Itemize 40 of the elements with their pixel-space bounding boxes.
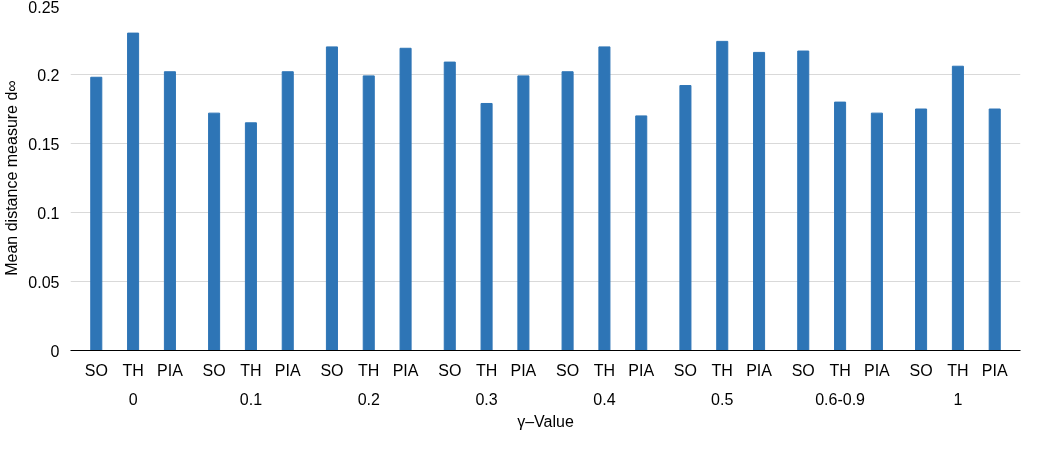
x-tick-label: SO — [438, 361, 462, 379]
text: 0.2 — [357, 390, 380, 408]
x-tick-label: SO — [84, 361, 108, 379]
x-tick-label: SO — [791, 361, 815, 379]
x-tick-label: TH — [829, 361, 851, 379]
x-tick-label: TH — [475, 361, 498, 379]
x-tick-label: PIA — [628, 361, 655, 379]
x-tick-label: PIA — [274, 361, 301, 379]
x-tick-label: TH — [593, 361, 616, 379]
x-tick-label: PIA — [510, 361, 537, 379]
x-tick-label: SO — [202, 361, 226, 379]
text: 0.5 — [711, 390, 734, 408]
x-tick-label: SO — [673, 361, 697, 379]
x-tick-label: TH — [711, 361, 733, 379]
y-tick-label: 0.2 — [37, 66, 60, 84]
x-tick-label: SO — [909, 361, 933, 379]
text: 0.3 — [475, 390, 498, 408]
y-tick-label: 0.25 — [28, 0, 60, 16]
text: 0 — [128, 390, 138, 408]
y-tick-label: 0 — [50, 342, 60, 360]
x-tick-label: PIA — [157, 361, 184, 379]
x-tick-label: PIA — [746, 361, 773, 379]
y-tick-label: 0.1 — [37, 204, 60, 222]
x-axis-title: γ–Value — [517, 412, 574, 430]
x-tick-label: PIA — [392, 361, 419, 379]
x-tick-label: TH — [947, 361, 969, 379]
y-tick-label: 0.05 — [28, 273, 60, 291]
x-tick-label: TH — [122, 361, 144, 379]
y-axis-title: Mean distance measure d∞ — [3, 80, 21, 276]
y-tick-label: 0.15 — [28, 135, 60, 153]
text: 1 — [953, 390, 963, 408]
x-tick-label: TH — [240, 361, 262, 379]
text: 0.1 — [239, 390, 263, 408]
x-tick-label: PIA — [864, 361, 891, 379]
text: 0.6-0.9 — [815, 390, 866, 408]
x-tick-label: SO — [320, 361, 344, 379]
x-tick-label: PIA — [981, 361, 1008, 379]
x-tick-label: SO — [556, 361, 580, 379]
text: 0.4 — [593, 390, 616, 408]
x-tick-label: TH — [358, 361, 380, 379]
